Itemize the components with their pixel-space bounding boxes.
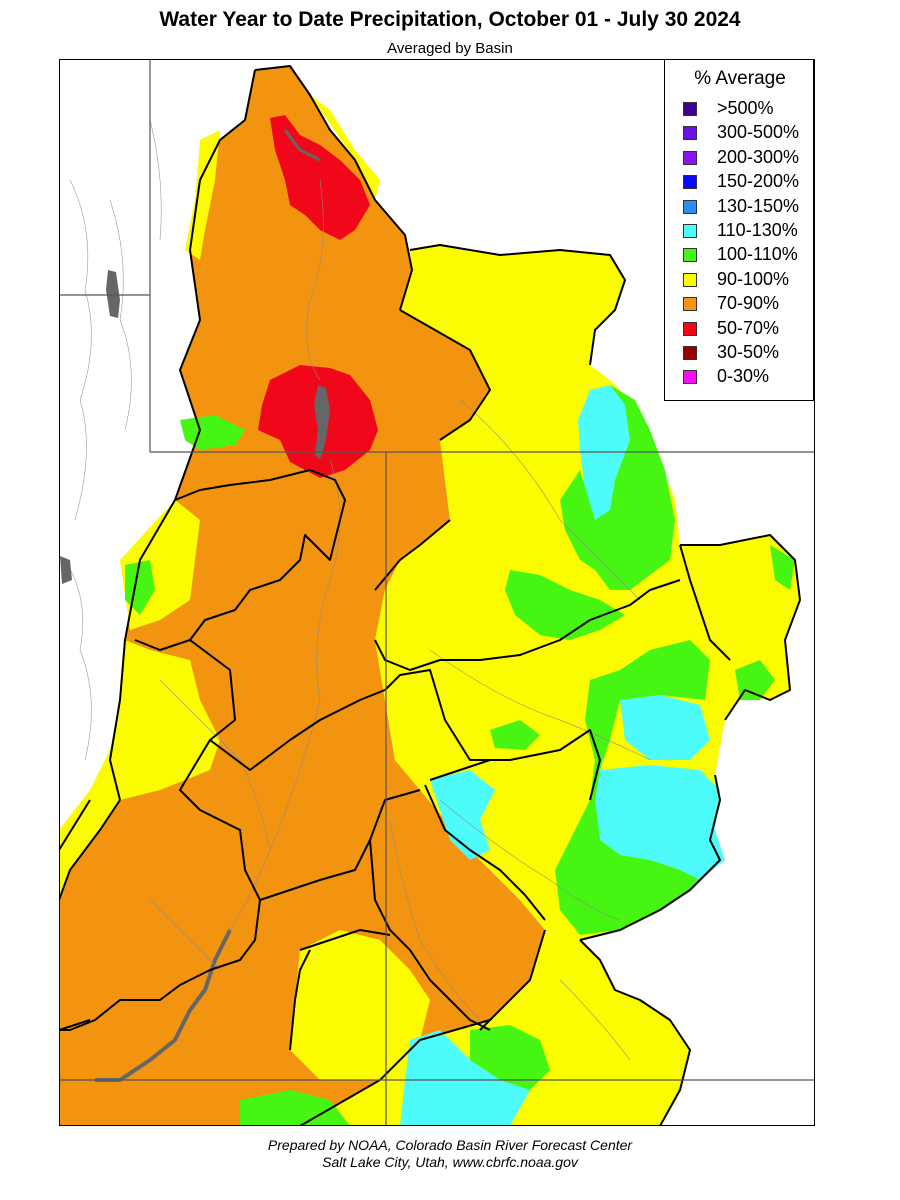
legend-swatch (683, 102, 697, 116)
legend-item: 150-200% (683, 171, 813, 193)
legend-item: 100-110% (683, 244, 813, 266)
legend-item: 50-70% (683, 317, 813, 340)
legend-swatch (683, 224, 697, 238)
legend-label: >500% (717, 98, 774, 118)
legend-item: 300-500% (683, 122, 813, 144)
legend-swatch (683, 346, 697, 360)
legend-swatch (683, 199, 697, 214)
region-green-south (240, 1090, 350, 1126)
region-green-center (505, 570, 625, 640)
credit-line-2: Salt Lake City, Utah, www.cbrfc.noaa.gov (322, 1154, 578, 1170)
region-cyan-west (430, 770, 495, 860)
legend-label: 300-500% (717, 122, 800, 143)
legend-label: 30-50% (717, 342, 780, 362)
lake-flaming-gorge (314, 385, 330, 460)
region-green-small (490, 720, 540, 750)
legend-label: 200-300% (717, 146, 800, 167)
legend-item: 70-90% (683, 293, 813, 315)
legend-swatch (683, 248, 697, 263)
legend-swatch (683, 297, 697, 312)
state-lines (59, 59, 815, 1126)
region-green-northeast (560, 385, 675, 590)
basin-rivers (149, 179, 651, 1061)
region-cyan-south (400, 1030, 530, 1126)
legend-label: 150-200% (717, 171, 800, 192)
legend-label: 110-130% (717, 220, 798, 240)
legend-swatch (683, 272, 697, 287)
legend-label: 130-150% (717, 195, 800, 216)
outside-lake-small (60, 556, 72, 584)
legend-item: 30-50% (683, 342, 813, 364)
region-green-far-east-2 (770, 545, 795, 590)
region-cyan-east (595, 765, 725, 880)
legend-swatch (683, 321, 697, 336)
basin-boundaries (59, 65, 801, 1126)
legend-title: % Average (694, 68, 786, 89)
legend-swatch (683, 370, 697, 385)
region-green-south-2 (470, 1025, 550, 1090)
legend-label: 100-110% (717, 244, 798, 265)
legend-item: 130-150% (683, 195, 813, 218)
legend-item: 200-300% (683, 146, 813, 169)
legend-label: 50-70% (717, 317, 780, 338)
lake-north-reservoir (283, 129, 321, 162)
legend-item: 110-130% (683, 220, 813, 242)
outside-lake (106, 270, 120, 318)
region-green-east-basin (555, 640, 710, 935)
lake-powell (95, 929, 232, 1082)
region-red-north (270, 115, 370, 240)
legend-swatch (683, 126, 697, 141)
region-yellow-west (59, 640, 220, 900)
legend-swatch (683, 150, 697, 165)
legend-item: 0-30% (683, 366, 813, 388)
legend-item: >500% (683, 98, 813, 120)
outside-basin-rivers (59, 119, 162, 1101)
legend-label: 0-30% (717, 366, 770, 387)
legend-label: 90-100% (717, 268, 790, 289)
map-title: Water Year to Date Precipitation, Octobe… (159, 8, 741, 31)
region-cyan-mid (620, 695, 710, 760)
legend: % Average >500% 300-500% 200-300% 150-200% 1… (664, 59, 814, 401)
map-subtitle: Averaged by Basin (387, 40, 513, 57)
map-border (59, 59, 815, 1126)
credit-line-1: Prepared by NOAA, Colorado Basin River F… (267, 1137, 633, 1153)
region-yellow-south-center (290, 930, 430, 1080)
legend-label: 70-90% (717, 293, 780, 314)
legend-item: 90-100% (683, 268, 813, 291)
region-orange-main (59, 66, 545, 1126)
legend-swatch (683, 175, 697, 190)
